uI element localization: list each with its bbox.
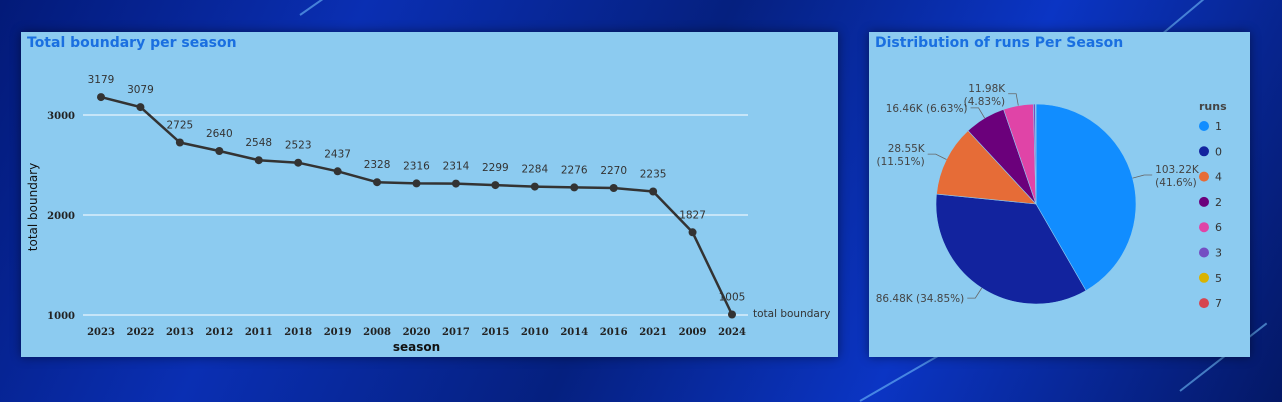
data-point[interactable] [254,156,263,165]
y-tick-label: 1000 [47,311,75,322]
legend-title: runs [1199,100,1227,113]
data-label: 2276 [561,164,588,176]
legend-marker[interactable] [1199,222,1209,233]
data-point[interactable] [97,93,105,102]
background-streak [299,0,399,16]
data-point[interactable] [728,310,736,319]
x-tick-label: 2019 [324,327,352,338]
data-label: 2640 [206,128,233,140]
x-tick-label: 2016 [600,327,628,338]
data-label: 2314 [443,161,470,173]
pie-leader-line [1132,174,1153,179]
pie-slice-percent: (41.6%) [1155,177,1197,189]
data-point[interactable] [175,138,184,147]
legend-marker[interactable] [1199,272,1209,283]
data-point[interactable] [649,187,658,196]
pie-leader-line [970,107,986,119]
legend-item-label[interactable]: 2 [1215,196,1222,209]
pie-slice-0[interactable] [935,193,1087,305]
x-tick-label: 2024 [718,327,746,338]
x-tick-label: 2020 [403,327,431,338]
pie-slice-label: 103.22K [1155,164,1200,176]
y-tick-label: 2000 [47,211,75,222]
legend-item-label[interactable]: 7 [1215,297,1222,310]
data-point[interactable] [136,103,145,112]
data-point[interactable] [609,184,618,192]
legend-marker[interactable] [1199,171,1209,182]
pie-slice-percent: (4.83%) [964,96,1006,108]
legend-marker[interactable] [1199,196,1209,207]
data-label: 2523 [285,140,312,152]
data-label: 2235 [640,169,667,181]
y-tick-label: 3000 [47,111,75,122]
pie-leader-line [967,287,983,299]
legend-marker[interactable] [1199,146,1209,157]
x-tick-label: 2017 [442,327,470,338]
background-streak [859,355,939,402]
pie-slice-label: 16.46K (6.63%) [886,103,968,115]
data-label: 2284 [521,164,548,176]
legend-marker[interactable] [1199,121,1209,131]
data-point[interactable] [412,179,421,188]
pie-slice-label: 86.48K (34.85%) [876,293,965,305]
x-tick-label: 2011 [245,327,273,338]
x-tick-label: 2012 [205,327,233,338]
line-chart[interactable]: 1000 2000 3000 total boundary 3179 2023 3079 20… [21,32,838,357]
pie-slice-label: 11.98K [968,83,1006,95]
data-label: 1827 [679,209,706,221]
legend-item-label[interactable]: 3 [1215,247,1222,260]
pie-chart-title: Distribution of runs Per Season [875,35,1124,51]
data-point[interactable] [570,183,579,192]
series-end-label: total boundary [753,308,830,320]
data-label: 2299 [482,162,509,174]
x-tick-label: 2010 [521,327,549,338]
data-label: 2437 [324,148,351,160]
legend-item-label[interactable]: 0 [1215,145,1222,158]
x-tick-label: 2009 [679,327,707,338]
x-axis-title: season [393,340,440,354]
x-tick-label: 2023 [87,327,115,338]
x-tick-label: 2021 [639,327,667,338]
x-tick-label: 2018 [284,327,312,338]
legend-item-label[interactable]: 1 [1215,120,1222,133]
pie-slice-4[interactable] [936,130,1037,205]
line-chart-panel[interactable]: Total boundary per season 1000 2000 3000 to… [21,32,838,357]
data-label: 2270 [600,165,627,177]
data-label: 1005 [719,292,746,304]
x-tick-label: 2015 [481,327,509,338]
data-label: 3179 [88,74,115,86]
x-tick-label: 2013 [166,327,194,338]
pie-chart[interactable]: 103.22K(41.6%) 86.48K (34.85%) 28.55K(11.5… [869,32,1250,357]
pie-slice-label: 28.55K [888,143,926,155]
data-point[interactable] [491,181,500,190]
legend-marker[interactable] [1199,298,1209,309]
data-point[interactable] [688,228,697,237]
data-point[interactable] [451,179,460,188]
data-point[interactable] [333,167,342,176]
data-point[interactable] [373,178,382,187]
x-tick-label: 2014 [560,327,588,338]
data-label: 2316 [403,160,430,172]
series-line [100,95,734,316]
legend-item-label[interactable]: 5 [1215,272,1222,285]
pie-leader-line [927,153,947,160]
legend-marker[interactable] [1199,247,1209,258]
x-tick-label: 2008 [363,327,391,338]
x-tick-label: 2022 [127,327,155,338]
data-point[interactable] [294,158,303,167]
line-chart-title: Total boundary per season [27,35,237,51]
legend-item-label[interactable]: 4 [1215,171,1222,184]
data-point[interactable] [215,147,224,155]
pie-chart-panel[interactable]: Distribution of runs Per Season 103.22K(… [869,32,1250,357]
data-label: 2328 [364,159,391,171]
data-point[interactable] [530,182,539,191]
data-label: 2725 [167,120,194,132]
pie-leader-line [1008,93,1019,106]
legend-item-label[interactable]: 6 [1215,221,1222,234]
data-label: 3079 [127,84,154,96]
data-label: 2548 [245,137,272,149]
y-axis-title: total boundary [26,163,40,251]
pie-slice-percent: (11.51%) [876,156,924,168]
